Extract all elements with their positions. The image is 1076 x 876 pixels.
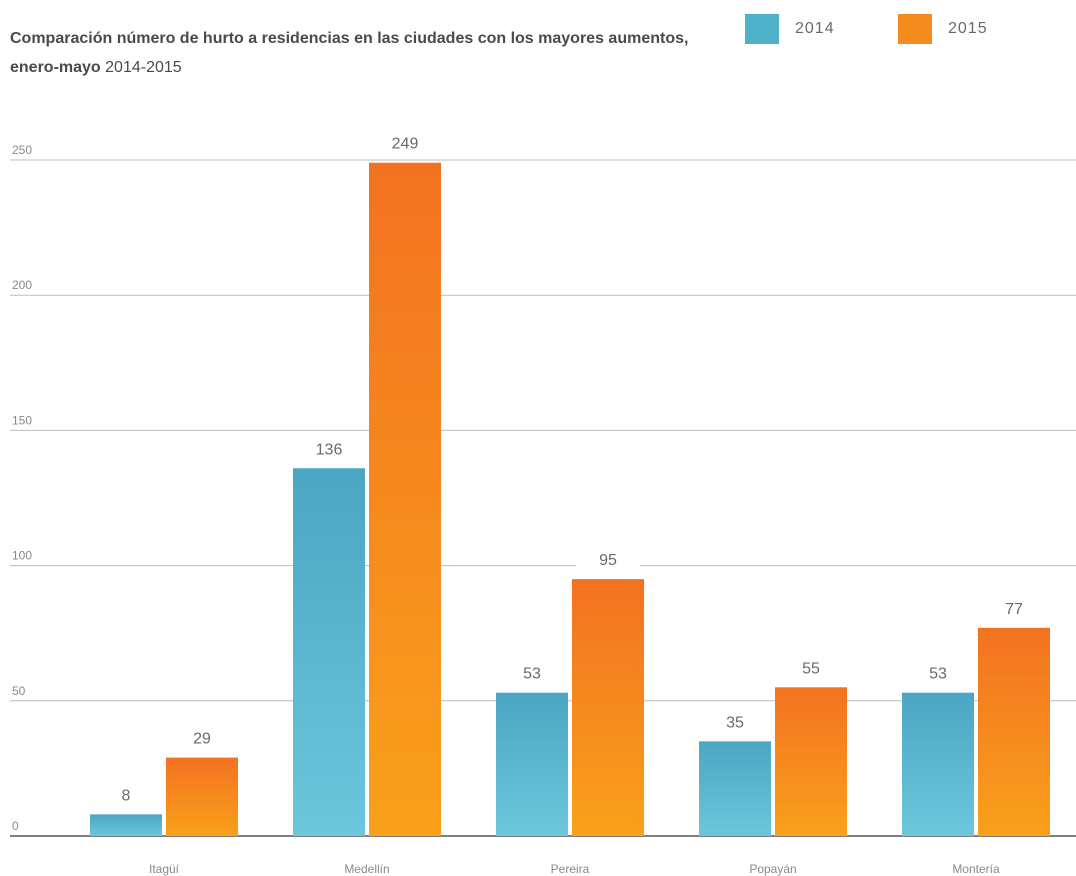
bar-2015-3 — [572, 579, 644, 836]
value-label-backdrop — [170, 725, 234, 750]
value-label-backdrop — [982, 595, 1046, 620]
legend-swatch-2015 — [898, 14, 932, 44]
value-label: 95 — [599, 552, 617, 569]
bar-2015-5 — [978, 627, 1050, 836]
bar-2014-1 — [90, 814, 162, 836]
legend-item-2015: 2015 — [898, 14, 988, 44]
value-label: 249 — [392, 136, 419, 153]
y-tick-label: 150 — [12, 413, 32, 427]
value-label: 53 — [929, 666, 947, 683]
value-label: 53 — [523, 666, 541, 683]
value-label: 35 — [726, 714, 744, 731]
chart-title: Comparación número de hurto a residencia… — [10, 24, 710, 82]
chart-title-main: Comparación número de hurto a residencia… — [10, 30, 689, 76]
legend-label-2014: 2014 — [795, 20, 835, 37]
value-label-backdrop — [906, 660, 970, 685]
x-category-label: Itagüí — [149, 862, 180, 876]
value-label: 29 — [193, 731, 211, 748]
value-label-backdrop — [703, 709, 767, 734]
x-category-label: Pereira — [551, 862, 590, 876]
value-label-backdrop — [94, 782, 158, 807]
x-category-label: Montería — [952, 862, 1000, 876]
legend-swatch-2014 — [745, 14, 779, 44]
value-label-backdrop — [576, 547, 640, 572]
value-label-backdrop — [297, 436, 361, 461]
bar-2014-4 — [699, 741, 771, 836]
value-label-backdrop — [500, 660, 564, 685]
y-tick-label: 50 — [12, 684, 26, 698]
legend-item-2014: 2014 — [745, 14, 835, 44]
bar-2015-1 — [166, 757, 238, 836]
value-label-backdrop — [779, 655, 843, 680]
y-tick-label: 200 — [12, 278, 32, 292]
x-category-label: Popayán — [749, 862, 796, 876]
x-category-label: Medellín — [344, 862, 389, 876]
chart-title-years: 2014-2015 — [105, 59, 182, 76]
value-label: 8 — [122, 787, 131, 804]
value-label: 55 — [802, 660, 820, 677]
bar-2015-2 — [369, 162, 441, 837]
value-label-backdrop — [373, 130, 437, 155]
legend-label-2015: 2015 — [948, 20, 988, 37]
bar-2014-5 — [902, 692, 974, 836]
bar-2015-4 — [775, 687, 847, 836]
y-tick-label: 100 — [12, 549, 32, 563]
value-label: 136 — [316, 441, 343, 458]
value-label: 77 — [1005, 601, 1023, 618]
y-tick-label: 0 — [12, 819, 19, 833]
y-tick-label: 250 — [12, 143, 32, 157]
bar-2014-2 — [293, 468, 365, 836]
bar-2014-3 — [496, 692, 568, 836]
